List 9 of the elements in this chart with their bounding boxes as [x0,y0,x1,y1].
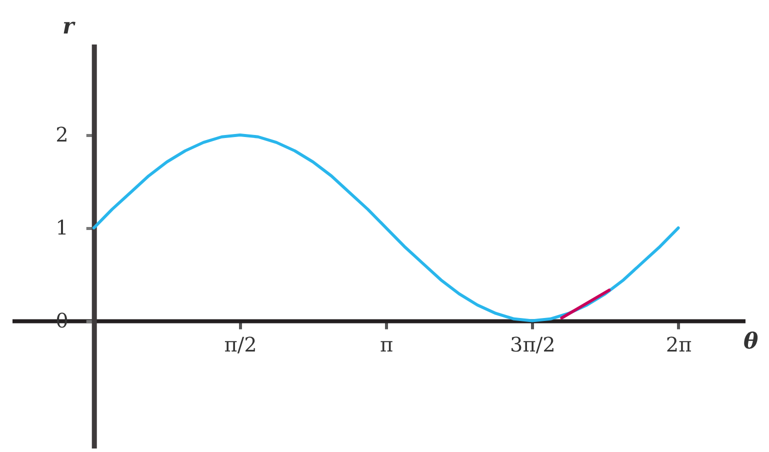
x-tick-label: 3π/2 [510,332,556,356]
y-tick-label: 2 [56,122,68,147]
line-series [92,134,680,322]
x-tick-label: π [380,332,394,356]
x-axis-title: θ [744,328,758,354]
y-tick-label: 1 [56,215,68,240]
x-tick-label: π/2 [224,332,257,356]
y-axis-title: r [62,14,76,40]
x-tick-label: 2π [666,332,692,356]
